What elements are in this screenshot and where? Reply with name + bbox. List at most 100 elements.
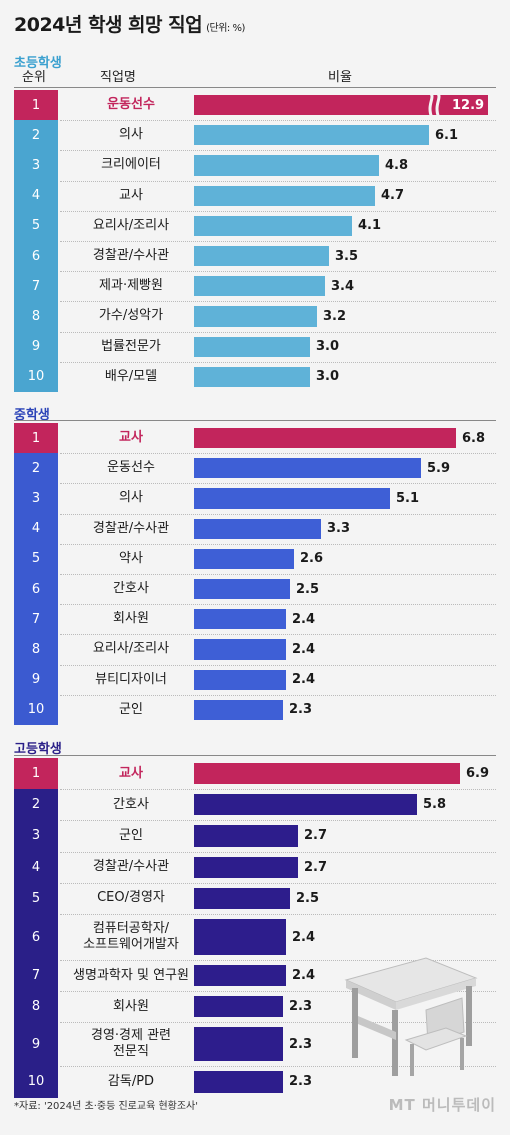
row-divider: [60, 820, 496, 822]
category-label: 의사: [119, 490, 143, 506]
bar-row: 6 간호사 2.5: [14, 574, 496, 605]
bar-row: 6 경찰관/수사관 3.5: [14, 241, 496, 272]
rank-badge: 5: [14, 210, 58, 241]
bar: [194, 155, 379, 176]
rank-badge: 7: [14, 604, 58, 635]
bar: [194, 856, 298, 878]
bar: [194, 919, 286, 955]
rank-badge: 3: [14, 820, 58, 852]
data-label: 2.5: [296, 890, 320, 906]
rank-badge: 4: [14, 513, 58, 544]
rank-badge: 3: [14, 150, 58, 181]
data-label: 2.3: [289, 999, 313, 1015]
bar-row: 4 교사 4.7: [14, 180, 496, 211]
bar-row: 2 운동선수 5.9: [14, 453, 496, 484]
bar: [194, 215, 352, 236]
bar-row: 5 요리사/조리사 4.1: [14, 210, 496, 241]
bar: [194, 763, 460, 785]
row-divider: [60, 851, 496, 853]
rank-badge: 9: [14, 1022, 58, 1067]
bar: [194, 125, 429, 146]
bar-row: 2 간호사 5.8: [14, 789, 496, 821]
rank-badge: 5: [14, 543, 58, 574]
bar-row: 4 경찰관/수사관 2.7: [14, 851, 496, 883]
bar: [194, 579, 290, 600]
bar-row: 5 CEO/경영자 2.5: [14, 882, 496, 914]
row-divider: [60, 361, 496, 363]
rank-badge: 6: [14, 914, 58, 960]
header-rank: 순위: [22, 70, 46, 85]
category-label: 요리사/조리사: [92, 641, 170, 657]
bar-row: 10 배우/모델 3.0: [14, 361, 496, 392]
rank-badge: 2: [14, 453, 58, 484]
unit-label: (단위: %): [206, 23, 245, 34]
row-divider: [60, 1022, 496, 1024]
bar: [194, 699, 283, 720]
bar: [194, 609, 286, 630]
data-label: 3.4: [331, 278, 355, 294]
data-label: 4.7: [381, 188, 405, 204]
row-divider: [60, 180, 496, 182]
publisher-logo: MT 머니투데이: [388, 1096, 496, 1114]
chart-title: 2024년 학생 희망 직업 (단위: %): [14, 14, 245, 36]
category-label: 회사원: [113, 611, 149, 627]
row-divider: [60, 453, 496, 455]
bar: [194, 246, 329, 267]
rank-badge: 2: [14, 120, 58, 151]
rank-badge: 10: [14, 694, 58, 725]
row-divider: [60, 150, 496, 152]
data-label: 2.5: [296, 581, 320, 597]
bar-row: 6 컴퓨터공학자/ 소프트웨어개발자 2.4: [14, 914, 496, 960]
bar-row: 8 회사원 2.3: [14, 991, 496, 1023]
section-rule: [14, 755, 496, 756]
bar: [194, 996, 283, 1018]
bar-row: 5 약사 2.6: [14, 543, 496, 574]
rank-badge: 4: [14, 851, 58, 883]
bar-row: 8 가수/성악가 3.2: [14, 301, 496, 332]
row-divider: [60, 483, 496, 485]
data-label: 12.9: [452, 97, 485, 113]
category-label: 군인: [119, 701, 143, 717]
row-divider: [60, 1066, 496, 1068]
section-rule: [14, 420, 496, 421]
data-label: 2.3: [289, 1036, 313, 1052]
bar-row: 4 경찰관/수사관 3.3: [14, 513, 496, 544]
row-divider: [60, 120, 496, 122]
bar: [194, 669, 286, 690]
row-divider: [60, 914, 496, 915]
bar: [194, 306, 317, 327]
bar: [194, 458, 421, 479]
rank-badge: 10: [14, 361, 58, 392]
rank-badge: 1: [14, 423, 58, 454]
header-ratio: 비율: [328, 70, 352, 85]
rank-badge: 7: [14, 271, 58, 302]
category-label: 운동선수: [107, 97, 155, 113]
row-divider: [60, 960, 496, 961]
bar-row: 3 크리에이터 4.8: [14, 150, 496, 181]
category-label: 교사: [119, 430, 143, 446]
rank-badge: 8: [14, 634, 58, 665]
section-title: 중학생: [14, 408, 50, 423]
category-label: 뷰티디자이너: [95, 671, 167, 687]
bar-row: 1 운동선수 12.9: [14, 90, 496, 121]
row-divider: [60, 634, 496, 636]
category-label: 교사: [119, 765, 143, 781]
data-label: 2.6: [300, 551, 324, 567]
category-label: 경찰관/수사관: [92, 520, 170, 536]
rank-badge: 10: [14, 1066, 58, 1098]
rank-badge: 6: [14, 241, 58, 272]
bar: [194, 518, 321, 539]
desk-illustration: [344, 957, 478, 1076]
category-label: 간호사: [113, 796, 149, 812]
data-label: 6.8: [462, 430, 486, 446]
category-label: 가수/성악가: [98, 308, 164, 324]
bar: [194, 488, 390, 509]
row-divider: [60, 789, 496, 791]
category-label: 경영·경제 관련 전문직: [90, 1028, 172, 1060]
data-label: 4.1: [358, 218, 382, 234]
rank-badge: 9: [14, 664, 58, 695]
row-divider: [60, 301, 496, 303]
bar: [194, 366, 310, 387]
header-job: 직업명: [100, 70, 136, 85]
data-label: 3.5: [335, 248, 359, 264]
